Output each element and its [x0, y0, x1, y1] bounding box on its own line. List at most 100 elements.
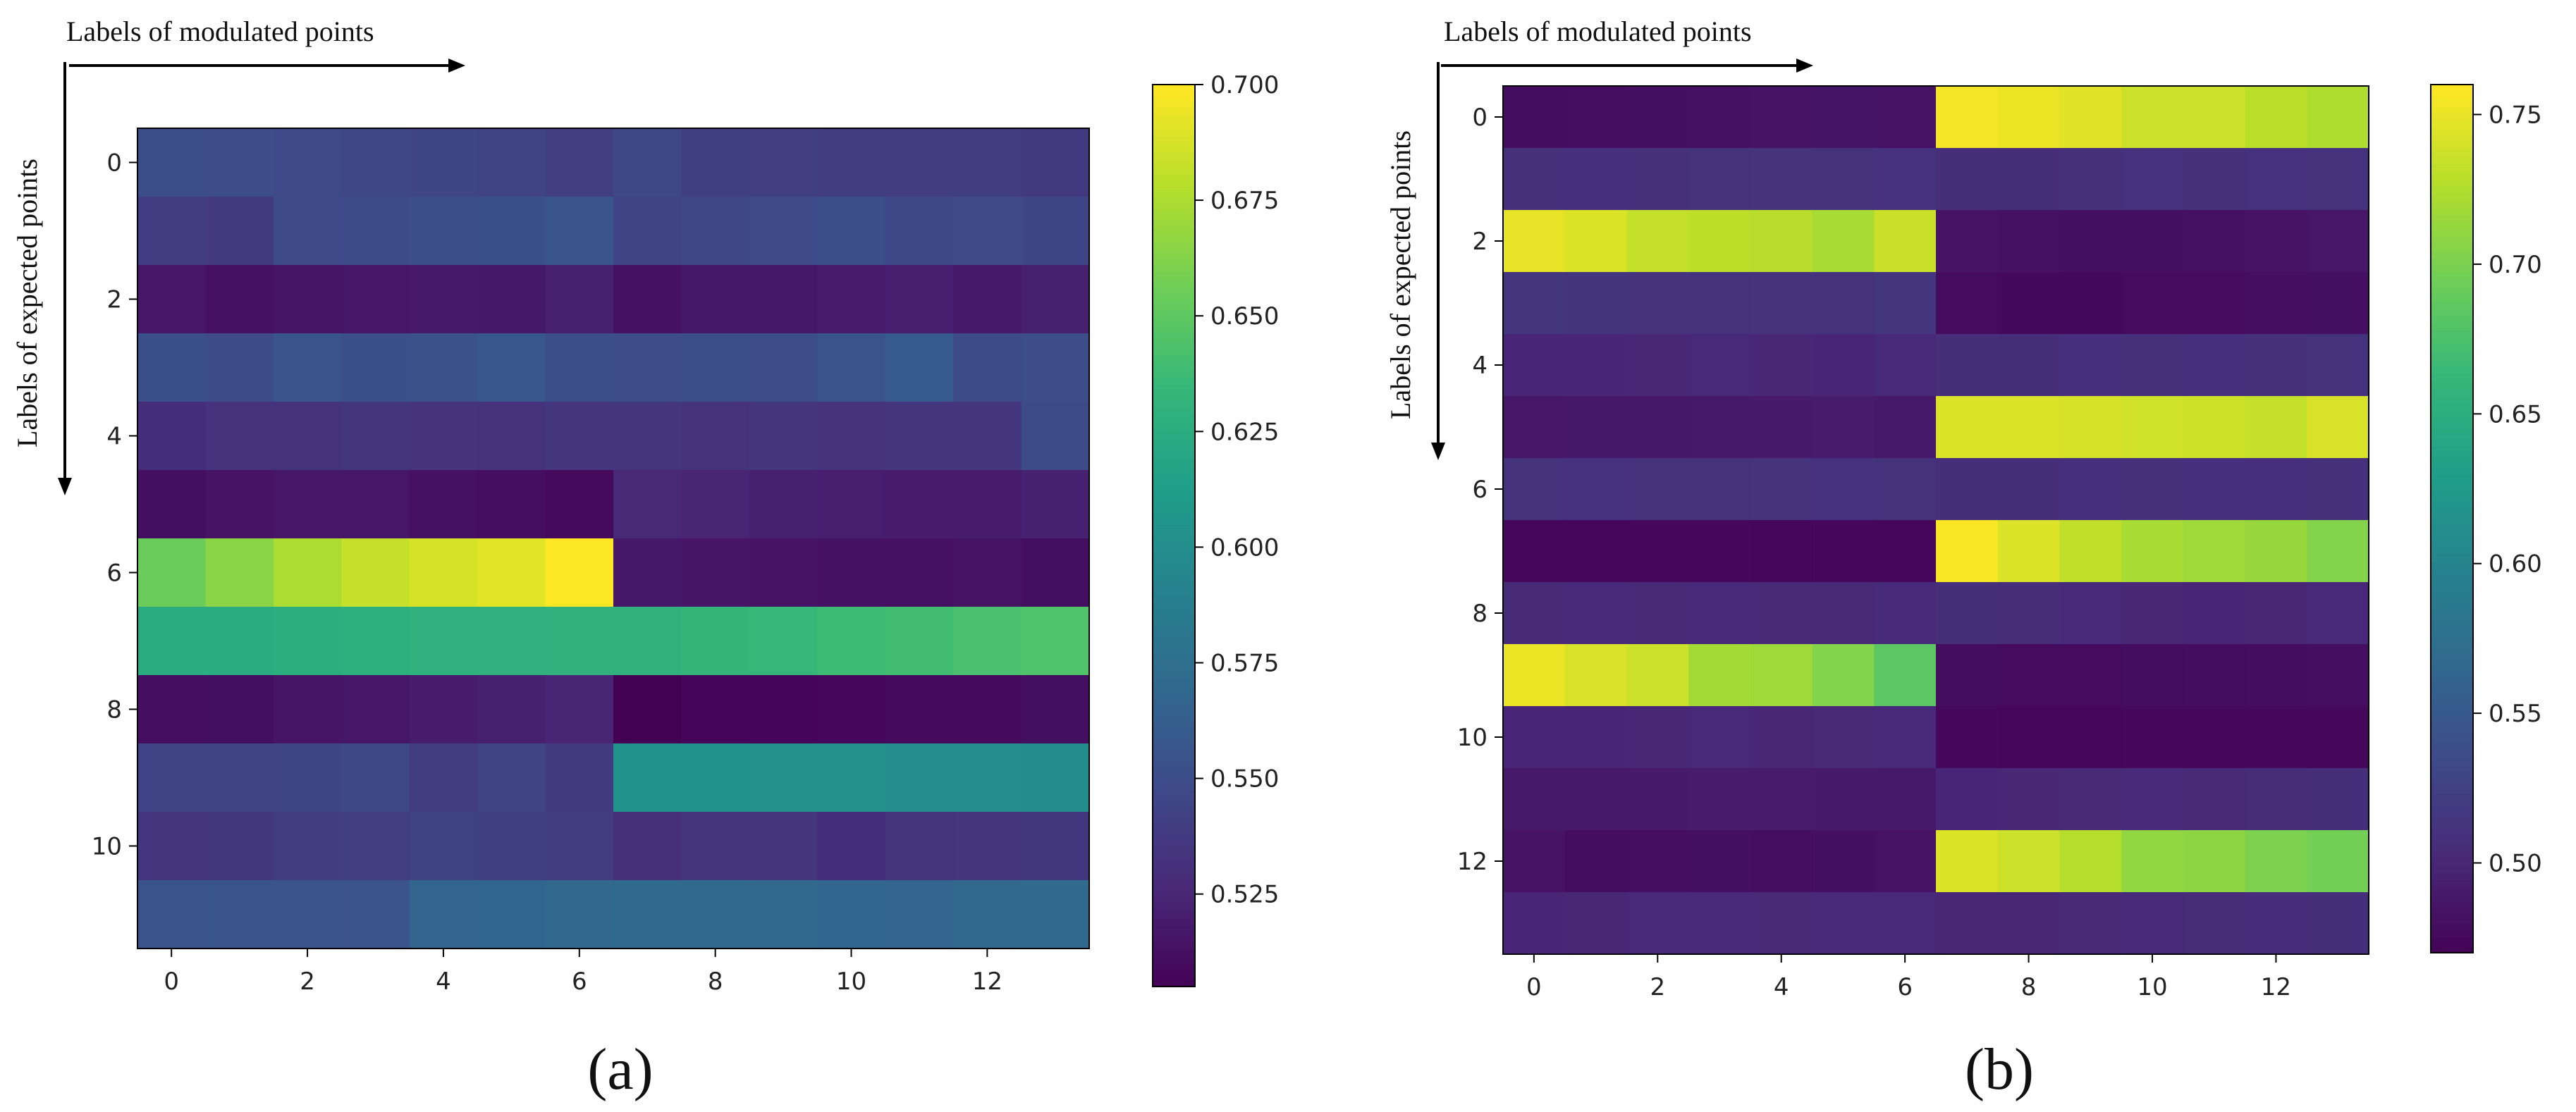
panel-a-colorbar-band — [1153, 926, 1195, 935]
panel-b-colorbar-band — [2431, 511, 2473, 519]
panel-b-colorbar-band — [2431, 185, 2473, 194]
panel-a-colorbar-band — [1153, 655, 1195, 665]
panel-b-cell-r9-c9 — [2059, 644, 2122, 707]
panel-b-colorbar-band — [2431, 670, 2473, 679]
panel-a-colorbar-band — [1153, 242, 1195, 251]
panel-a-cell-r2-c9 — [749, 265, 818, 334]
panel-a-colorbar-band — [1153, 295, 1195, 304]
panel-a-cell-r1-c0 — [137, 197, 207, 266]
panel-b-colorbar-band — [2431, 562, 2473, 570]
panel-b-frame — [1502, 85, 2369, 955]
panel-a-colorbar-band — [1153, 979, 1195, 987]
panel-a-colorbar-band — [1153, 700, 1195, 710]
panel-a-colorbar-band — [1153, 159, 1195, 168]
panel-b-colorbar-band — [2431, 106, 2473, 114]
panel-b-colorbar-band — [2431, 200, 2473, 209]
panel-a-cell-r11-c12 — [953, 880, 1022, 949]
panel-a-x-tick-label: 2 — [300, 968, 315, 996]
panel-b-colorbar-band — [2431, 822, 2473, 831]
panel-a-colorbar-band — [1153, 768, 1195, 777]
panel-b-colorbar-band — [2431, 142, 2473, 151]
panel-a-colorbar-band — [1153, 438, 1195, 446]
panel-a-colorbar-band — [1153, 941, 1195, 950]
panel-a-cell-r4-c2 — [273, 402, 342, 471]
panel-a-cell-r4-c1 — [205, 402, 274, 471]
panel-a-colorbar-band — [1153, 753, 1195, 762]
panel-b-cell-r11-c9 — [2059, 768, 2122, 831]
panel-b-cell-r6-c12 — [2245, 458, 2307, 521]
panel-b-cell-r8-c6 — [1874, 582, 1937, 645]
panel-a-cell-r3-c1 — [205, 333, 274, 402]
panel-b-cell-r1-c0 — [1503, 148, 1566, 211]
panel-b-cell-r0-c2 — [1626, 86, 1689, 149]
panel-a-ylabel-arrowhead — [58, 478, 72, 495]
panel-a-cell-r0-c8 — [681, 128, 750, 197]
panel-a-cell-r10-c0 — [137, 812, 207, 881]
panel-b-colorbar-band — [2431, 113, 2473, 122]
panel-b-colorbar: 0.50 0.55 0.60 0.65 0.70 0.75 — [2430, 84, 2542, 953]
panel-b-cell-r7-c8 — [1997, 520, 2061, 583]
panel-b-cell-r7-c4 — [1750, 520, 1813, 583]
panel-b-colorbar-band — [2431, 460, 2473, 469]
panel-a-colorbar-band — [1153, 626, 1195, 634]
panel-b-cell-r8-c0 — [1503, 582, 1566, 645]
panel-b-colorbar-band — [2431, 519, 2473, 527]
panel-a-cell-r0-c2 — [273, 128, 342, 197]
panel-b-cell-r11-c0 — [1503, 768, 1566, 831]
panel-a-cell-r9-c9 — [749, 743, 818, 813]
panel-a-cell-r8-c10 — [817, 675, 886, 744]
panel-b-y-tick-label: 0 — [1472, 104, 1488, 132]
panel-b-cell-r1-c1 — [1564, 148, 1628, 211]
panel-a-colorbar-band — [1153, 821, 1195, 829]
panel-b-cell-r11-c13 — [2307, 768, 2369, 831]
panel-a-cell-r3-c10 — [817, 333, 886, 402]
panel-b-cell-r1-c11 — [2183, 148, 2246, 211]
panel-a-cell-r7-c5 — [477, 607, 546, 676]
panel-a-cell-r8-c7 — [613, 675, 682, 744]
panel-a-cell-r3-c2 — [273, 333, 342, 402]
panel-b-cell-r1-c7 — [1936, 148, 1999, 211]
panel-b-colorbar-band — [2431, 402, 2473, 411]
panel-a-cell-r6-c1 — [205, 538, 274, 607]
panel-b-cell-r3-c9 — [2059, 272, 2122, 335]
panel-b-x-tick-label: 10 — [2137, 973, 2167, 1001]
panel-a-colorbar-band — [1153, 175, 1195, 183]
panel-b-cell-r10-c7 — [1936, 706, 1999, 769]
panel-a-colorbar-band — [1153, 739, 1195, 747]
panel-a-cell-r1-c5 — [477, 197, 546, 266]
panel-a-cell-r8-c2 — [273, 675, 342, 744]
panel-b-cell-r11-c1 — [1564, 768, 1628, 831]
panel-b-cell-r2-c7 — [1936, 210, 1999, 273]
panel-a-colorbar-band — [1153, 190, 1195, 198]
panel-b-cell-r3-c1 — [1564, 272, 1628, 335]
panel-a-colorbar-band — [1153, 641, 1195, 649]
panel-a-y-tick-label: 2 — [106, 286, 122, 314]
panel-a-colorbar-band — [1153, 686, 1195, 694]
panel-b-colorbar-band — [2431, 388, 2473, 397]
panel-a-cell-r0-c0 — [137, 128, 207, 197]
panel-a-colorbar-band — [1153, 197, 1195, 206]
panel-b-cell-r5-c0 — [1503, 396, 1566, 459]
panel-a-cell-r9-c10 — [817, 743, 886, 813]
panel-b-cell-r2-c13 — [2307, 210, 2369, 273]
panel-b-colorbar-band — [2431, 338, 2473, 346]
panel-b-colorbar-band — [2431, 743, 2473, 751]
panel-a-cell-r6-c13 — [1021, 538, 1090, 607]
panel-a-cell-r6-c9 — [749, 538, 818, 607]
panel-a-colorbar-band — [1153, 971, 1195, 980]
panel-a-cell-r3-c11 — [885, 333, 954, 402]
panel-b-cell-r9-c8 — [1997, 644, 2061, 707]
panel-a-colorbar-band — [1153, 716, 1195, 724]
panel-b-cell-r9-c7 — [1936, 644, 1999, 707]
panel-b-colorbar-band — [2431, 533, 2473, 541]
panel-a-colorbar-band — [1153, 595, 1195, 604]
panel-a-cell-r6-c11 — [885, 538, 954, 607]
panel-b-colorbar-band — [2431, 858, 2473, 867]
panel-a-colorbar-band — [1153, 858, 1195, 867]
panel-a-colorbar-band — [1153, 220, 1195, 228]
panel-a-cell-r2-c12 — [953, 265, 1022, 334]
panel-a-colorbar-band — [1153, 445, 1195, 454]
panel-b-cell-r1-c3 — [1688, 148, 1751, 211]
panel-b-colorbar-band — [2431, 373, 2473, 382]
panel-b-cell-r13-c6 — [1874, 892, 1937, 955]
